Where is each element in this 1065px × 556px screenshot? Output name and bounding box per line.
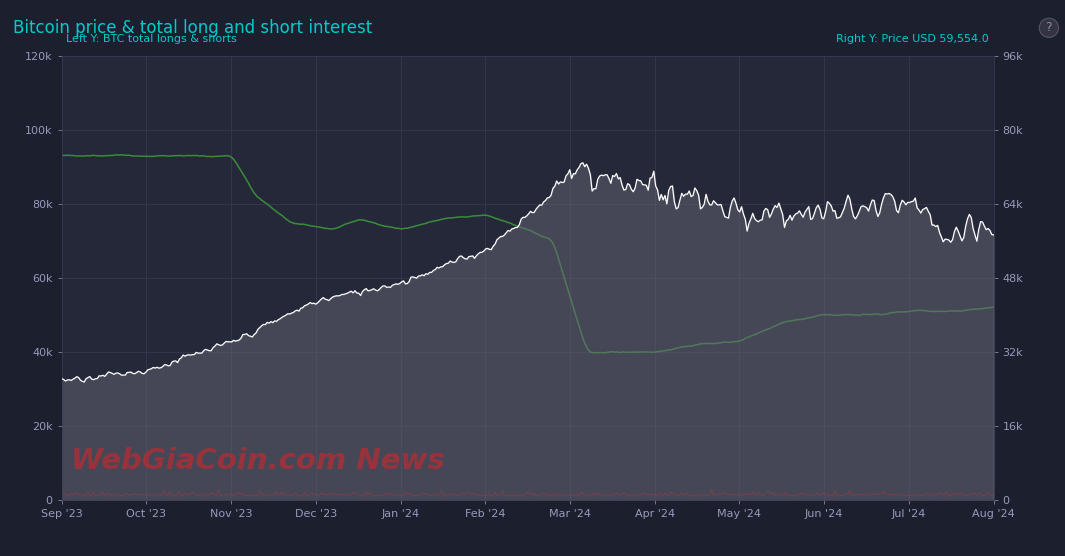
Text: Left Y: BTC total longs & shorts: Left Y: BTC total longs & shorts	[66, 34, 237, 44]
Text: ?: ?	[1046, 21, 1052, 34]
Text: Bitcoin price & total long and short interest: Bitcoin price & total long and short int…	[13, 19, 372, 37]
Text: Right Y: Price USD 59,554.0: Right Y: Price USD 59,554.0	[836, 34, 989, 44]
Text: WebGiaCoin.com News: WebGiaCoin.com News	[71, 447, 445, 475]
